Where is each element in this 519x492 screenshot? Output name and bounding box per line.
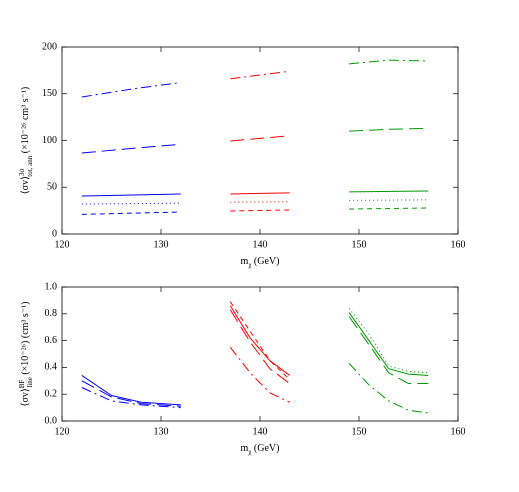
series-line [229,346,290,403]
series-line [81,82,181,98]
y-tick-label: 0.0 [45,415,58,426]
axis-label-part: χ [248,448,252,456]
y-tick-label: 0.4 [45,362,58,373]
series-line [230,209,290,212]
y-tick-label: 0.2 [45,388,58,399]
x-tick-label: 150 [352,426,367,437]
axis-label-part: m [241,256,249,267]
axis-label-part: ⟨σv⟩ [20,176,31,194]
series-line [81,143,181,154]
axis-label-part: BF [18,380,26,389]
series-line [229,301,291,380]
x-tick-label: 120 [55,239,70,250]
y-tick-label: 50 [47,182,57,193]
y-tick-label: 0.6 [45,335,58,346]
y-tick-label: 1.0 [45,281,58,292]
axis-label: ⟨σv⟩3σtot, ann (×10⁻²⁶ cm³ s⁻¹) [18,87,34,194]
series-line [81,380,181,407]
series-line [349,127,429,132]
series-line [348,316,429,384]
series-line [81,193,181,197]
plot-frame [61,286,459,422]
series-line [349,190,429,193]
y-tick-label: 200 [42,41,57,52]
series-line [230,192,290,195]
x-tick-label: 160 [451,239,466,250]
x-tick-label: 140 [253,426,268,437]
x-tick-label: 140 [253,239,268,250]
series-line [349,59,429,65]
axis-label-part: χ [248,261,252,269]
axis-label-part: tot, ann [26,155,34,176]
axis-label-part: (×10⁻²⁶) (cm³ s⁻¹) [20,302,31,378]
axis-label-part: line [26,377,34,388]
series-line [348,308,429,374]
series-line [230,70,290,80]
axis-label-part: (GeV) [251,256,279,267]
axis-label: ⟨σv⟩BFline (×10⁻²⁶) (cm³ s⁻¹) [18,302,34,407]
axis-label-part: ⟨σv⟩ [20,388,31,406]
x-tick-label: 130 [154,239,169,250]
series-line [230,135,290,142]
axis-label: mχ (GeV) [241,256,280,268]
x-tick-label: 120 [55,426,70,437]
series-line [348,312,429,376]
series-line [81,387,181,409]
y-tick-label: 0 [52,228,57,239]
series-line [348,363,429,414]
axis-label: mχ (GeV) [241,443,280,455]
axis-label-part: (GeV) [251,443,279,454]
axis-label-part: m [241,443,249,454]
x-tick-label: 150 [352,239,367,250]
y-tick-label: 100 [42,135,57,146]
series-line [81,211,181,215]
series-line [229,305,290,376]
axis-label-part: (×10⁻²⁶ cm³ s⁻¹) [20,87,31,156]
series-line [349,207,429,210]
series-line [81,202,181,205]
axis-label-part: 3σ [18,169,26,177]
series-line [81,375,181,406]
y-tick-label: 150 [42,88,57,99]
y-tick-label: 0.8 [45,308,58,319]
x-tick-label: 130 [154,426,169,437]
x-tick-label: 160 [451,426,466,437]
series-line [229,309,290,384]
